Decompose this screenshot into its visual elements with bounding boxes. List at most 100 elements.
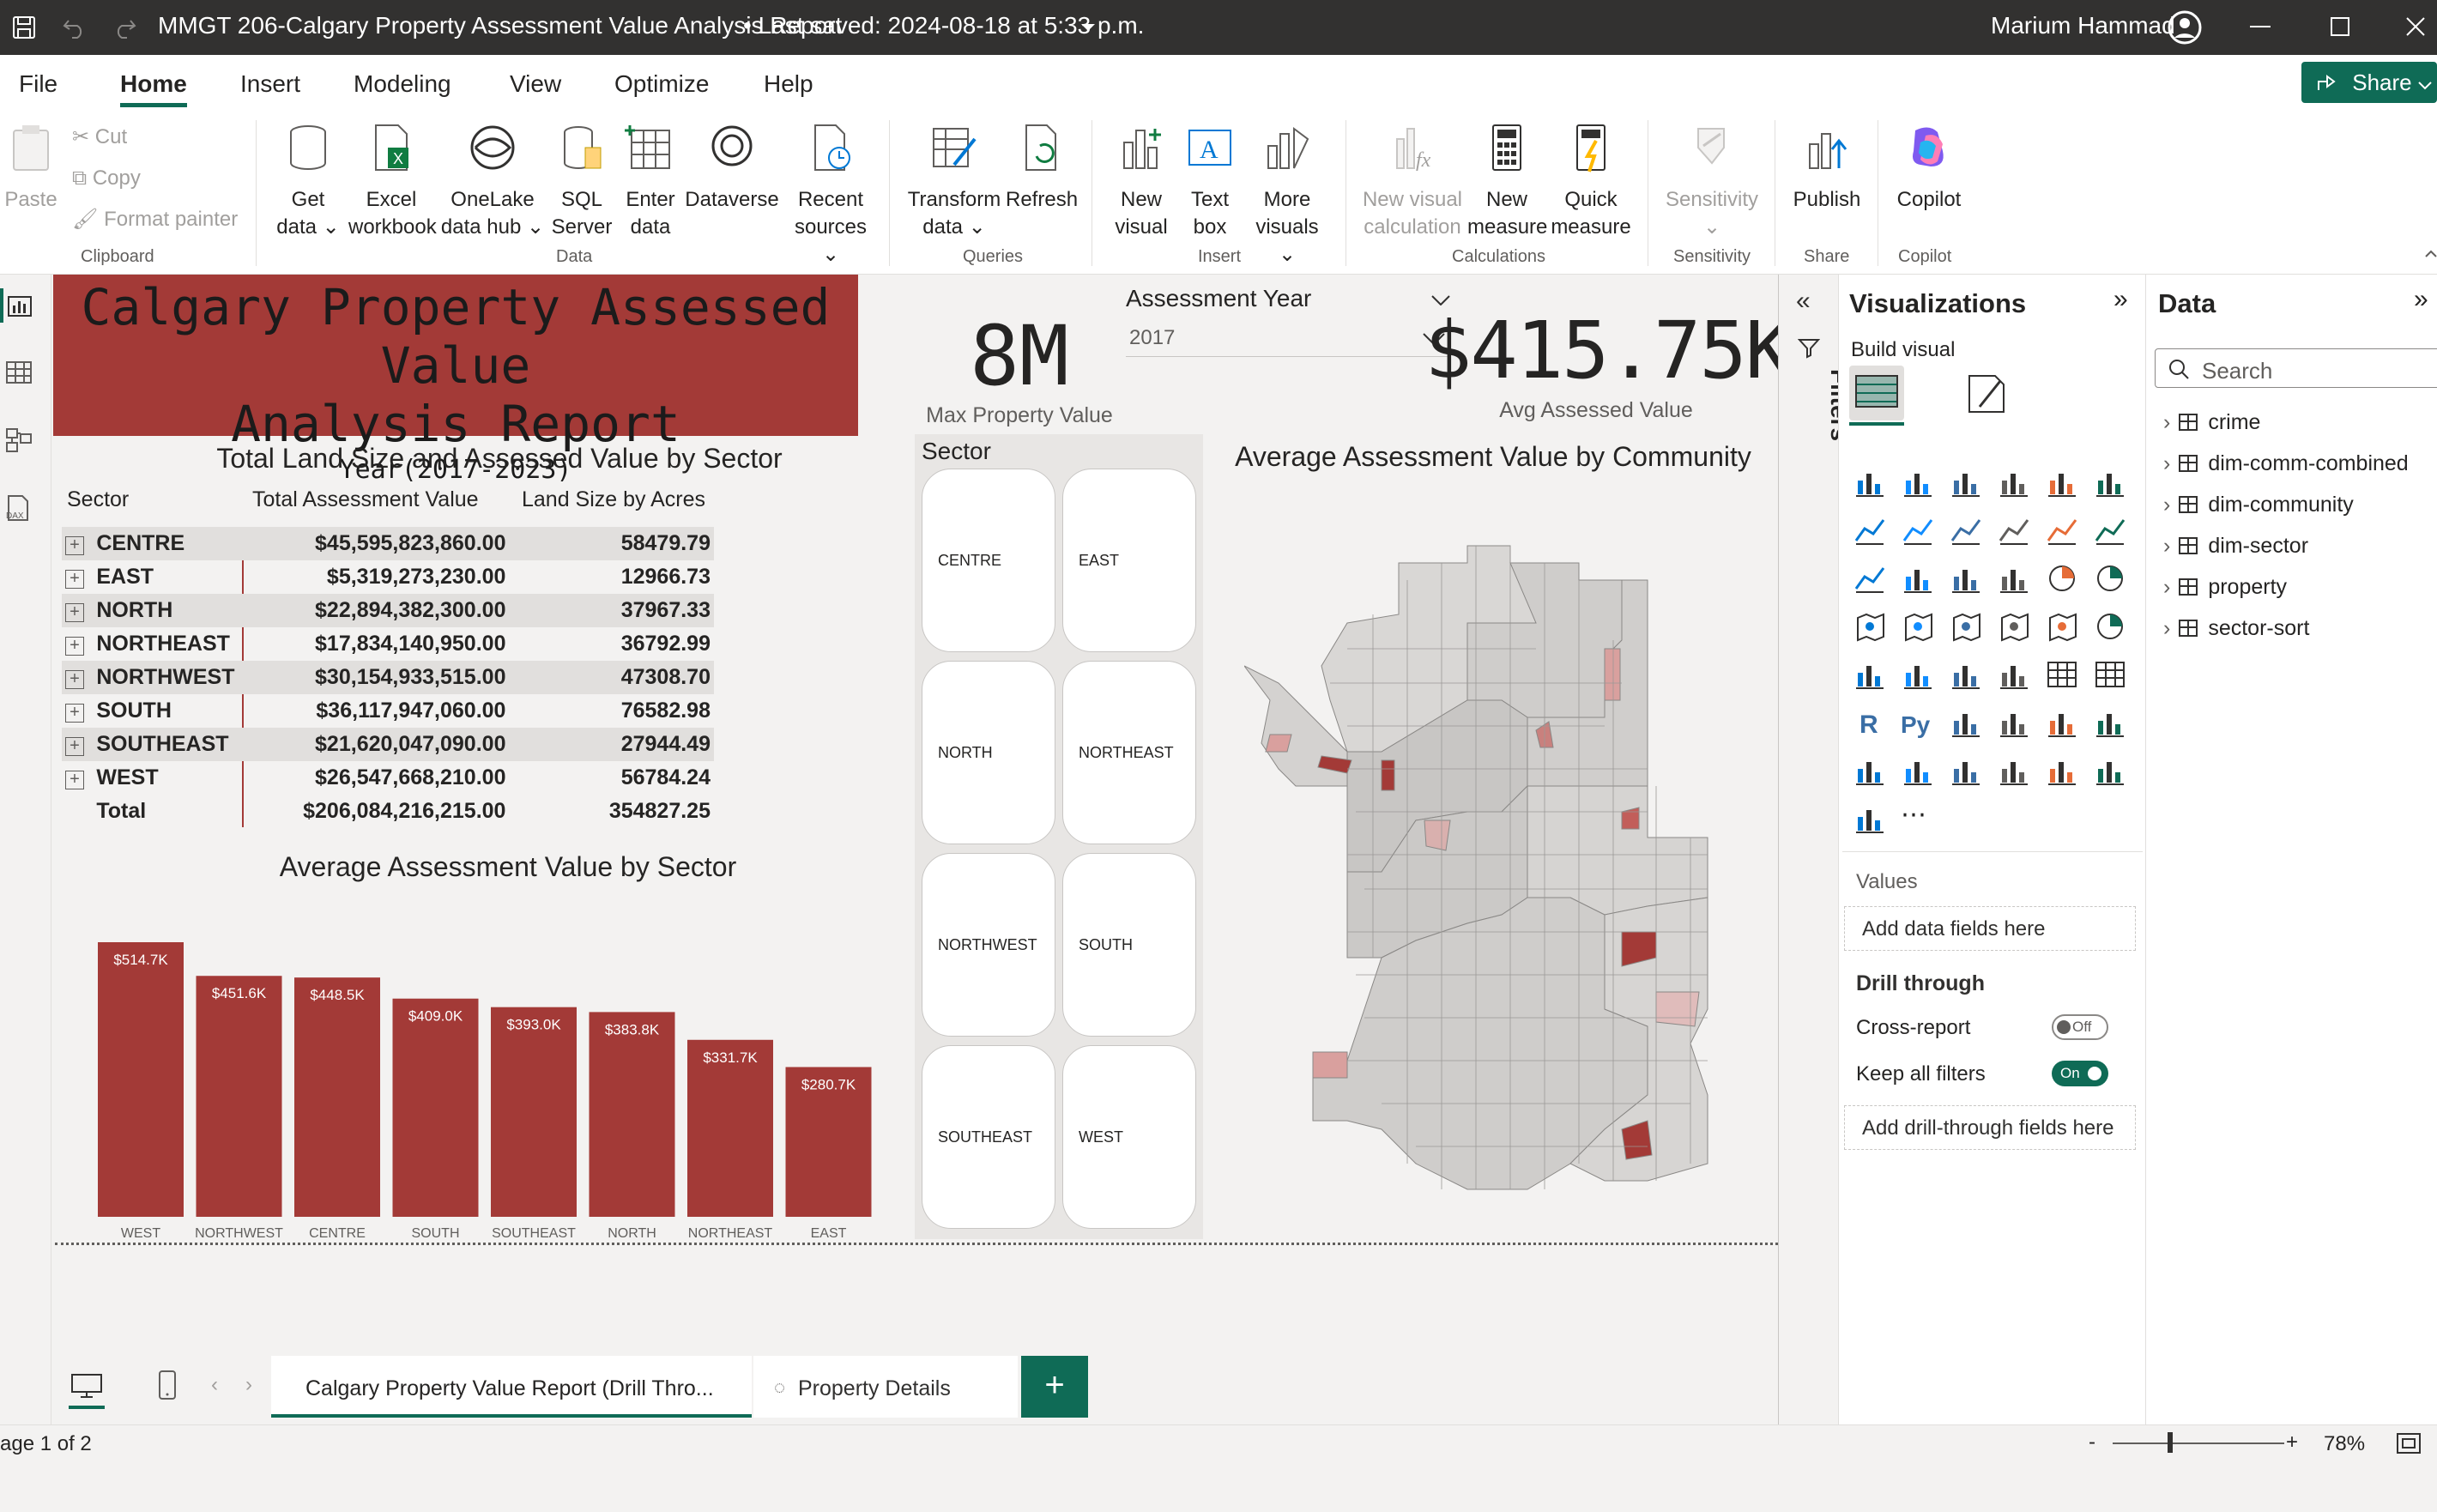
data-table-dim-community[interactable]: › dim-community <box>2163 493 2354 517</box>
data-search-box[interactable]: Search <box>2155 348 2437 388</box>
zoom-level[interactable]: 78% <box>2324 1432 2366 1455</box>
onelake-button[interactable]: OneLake data hub ⌄ <box>439 115 546 241</box>
power-automate-icon[interactable] <box>1997 753 2031 788</box>
new-measure-button[interactable]: New measure <box>1467 115 1547 241</box>
sector-option-east[interactable]: EAST <box>1062 469 1196 652</box>
line-column-icon[interactable] <box>2045 513 2079 547</box>
matrix-header-value[interactable]: Total Assessment Value <box>252 487 479 511</box>
minimize-icon[interactable] <box>2250 26 2271 29</box>
publish-button[interactable]: Publish <box>1788 115 1866 214</box>
next-page-icon[interactable]: › <box>245 1373 252 1396</box>
matrix-row-centre[interactable]: + CENTRE $45,595,823,860.00 58479.79 <box>62 527 714 560</box>
data-table-property[interactable]: › property <box>2163 575 2287 600</box>
power-apps-icon[interactable] <box>1949 753 1983 788</box>
table-view-icon[interactable] <box>5 360 33 384</box>
expand-row-icon[interactable]: + <box>62 594 93 627</box>
copy-button[interactable]: ⧉ Copy <box>72 165 141 192</box>
matrix-row-northwest[interactable]: + NORTHWEST $30,154,933,515.00 47308.70 <box>62 661 714 694</box>
table-icon[interactable] <box>2045 657 2079 692</box>
expand-row-icon[interactable]: + <box>62 560 93 594</box>
kpi-icon[interactable] <box>1949 657 1983 692</box>
stacked-area-icon[interactable] <box>1949 513 1983 547</box>
maximize-icon[interactable] <box>2331 17 2349 36</box>
expand-filters-icon[interactable]: « <box>1796 287 1811 315</box>
copilot-button[interactable]: Copilot <box>1888 115 1970 214</box>
area-chart-icon[interactable] <box>1901 513 1935 547</box>
copilot-narrative-icon[interactable] <box>1853 801 1887 836</box>
collapse-viz-icon[interactable]: » <box>2113 285 2128 313</box>
matrix-row-southeast[interactable]: + SOUTHEAST $21,620,047,090.00 27944.49 <box>62 728 714 761</box>
kpi-max-property-value[interactable]: 8M Max Property Value <box>874 309 1165 428</box>
user-name[interactable]: Marium Hammad <box>1991 12 2175 39</box>
data-table-crime[interactable]: › crime <box>2163 410 2260 435</box>
transform-data-button[interactable]: Transform data ⌄ <box>901 115 1007 241</box>
more-visuals-button[interactable]: More visuals ⌄ <box>1244 115 1330 269</box>
100-bar-icon[interactable] <box>2045 465 2079 499</box>
matrix-row-north[interactable]: + NORTH $22,894,382,300.00 37967.33 <box>62 594 714 627</box>
filled-map-icon[interactable] <box>1949 609 1983 644</box>
python-visual-icon[interactable]: Py <box>1901 705 1935 740</box>
clustered-bar-icon[interactable] <box>1949 465 1983 499</box>
sensitivity-button[interactable]: Sensitivity ⌄ <box>1663 115 1761 241</box>
kpi-avg-assessed-value[interactable]: $415.75K Avg Assessed Value <box>1424 304 1793 423</box>
bar-east[interactable] <box>785 1067 872 1217</box>
data-table-dim-sector[interactable]: › dim-sector <box>2163 534 2308 559</box>
azure-map-icon[interactable] <box>2045 609 2079 644</box>
paginated-report-icon[interactable] <box>1901 753 1935 788</box>
gauge-icon[interactable] <box>2093 609 2127 644</box>
matrix-header-sector[interactable]: Sector <box>67 487 130 511</box>
sector-option-northwest[interactable]: NORTHWEST <box>922 853 1055 1037</box>
waterfall-icon[interactable] <box>1901 561 1935 596</box>
more-visuals-ellipsis[interactable]: ⋯ <box>1901 801 1926 829</box>
narrative-icon[interactable] <box>2093 705 2127 740</box>
expand-chevron-icon[interactable]: › <box>2163 410 2171 434</box>
donut-icon[interactable] <box>2093 561 2127 596</box>
menu-file[interactable]: File <box>19 70 58 97</box>
ribbon-chart-icon[interactable] <box>1853 561 1887 596</box>
sector-slicer[interactable]: Sector CENTRE EAST NORTH NORTHEAST NORTHWEST… <box>915 434 1203 1239</box>
matrix-row-south[interactable]: + SOUTH $36,117,947,060.00 76582.98 <box>62 694 714 728</box>
100-area-icon[interactable] <box>1997 513 2031 547</box>
expand-chevron-icon[interactable]: › <box>2163 575 2171 599</box>
menu-view[interactable]: View <box>510 70 562 97</box>
diamond-visual-icon[interactable] <box>2093 753 2127 788</box>
sector-option-northeast[interactable]: NORTHEAST <box>1062 661 1196 844</box>
key-influencers-icon[interactable] <box>1949 705 1983 740</box>
excel-workbook-button[interactable]: X Excel workbook <box>348 115 437 241</box>
keep-filters-toggle[interactable]: On <box>2052 1061 2108 1086</box>
bar-north[interactable] <box>589 1012 675 1217</box>
desktop-layout-icon[interactable] <box>70 1373 103 1399</box>
quick-measure-button[interactable]: Quick measure <box>1550 115 1632 241</box>
data-table-sector-sort[interactable]: › sector-sort <box>2163 616 2309 641</box>
collapse-ribbon-icon[interactable] <box>2425 249 2437 257</box>
collapse-data-icon[interactable]: » <box>2414 285 2428 313</box>
pie-icon[interactable] <box>2045 561 2079 596</box>
page-tab-1[interactable]: Calgary Property Value Report (Drill Thr… <box>271 1356 752 1418</box>
expand-chevron-icon[interactable]: › <box>2163 534 2171 558</box>
100-column-icon[interactable] <box>2093 465 2127 499</box>
funnel-icon[interactable] <box>1949 561 1983 596</box>
values-drop-zone[interactable]: Add data fields here <box>1844 906 2136 951</box>
cross-report-toggle[interactable]: Off <box>2052 1014 2108 1040</box>
new-visual-calculation-button[interactable]: fx New visual calculation <box>1359 115 1466 241</box>
prev-page-icon[interactable]: ‹ <box>211 1373 218 1396</box>
mobile-layout-icon[interactable] <box>158 1370 177 1400</box>
text-box-button[interactable]: A Text box <box>1176 115 1244 241</box>
r-visual-icon[interactable]: R <box>1853 705 1887 740</box>
shape-map-icon[interactable] <box>1997 609 2031 644</box>
zoom-out-button[interactable]: - <box>2089 1430 2095 1454</box>
bar-south[interactable] <box>392 998 479 1217</box>
zoom-slider[interactable] <box>2113 1442 2284 1444</box>
dataverse-button[interactable]: Dataverse <box>685 115 779 214</box>
redo-icon[interactable] <box>112 15 137 39</box>
new-visual-button[interactable]: New visual <box>1107 115 1176 241</box>
cut-button[interactable]: ✂ Cut <box>72 124 127 151</box>
format-visual-icon[interactable] <box>1964 372 2009 415</box>
community-map[interactable]: Average Assessment Value by Community <box>1210 434 1776 1241</box>
title-chevron-down-icon[interactable] <box>1079 22 1097 33</box>
stacked-bar-icon[interactable] <box>1853 465 1887 499</box>
expand-chevron-icon[interactable]: › <box>2163 451 2171 475</box>
dax-query-view-icon[interactable]: DAX <box>3 494 33 522</box>
sector-option-south[interactable]: SOUTH <box>1062 853 1196 1037</box>
sector-option-centre[interactable]: CENTRE <box>922 469 1055 652</box>
